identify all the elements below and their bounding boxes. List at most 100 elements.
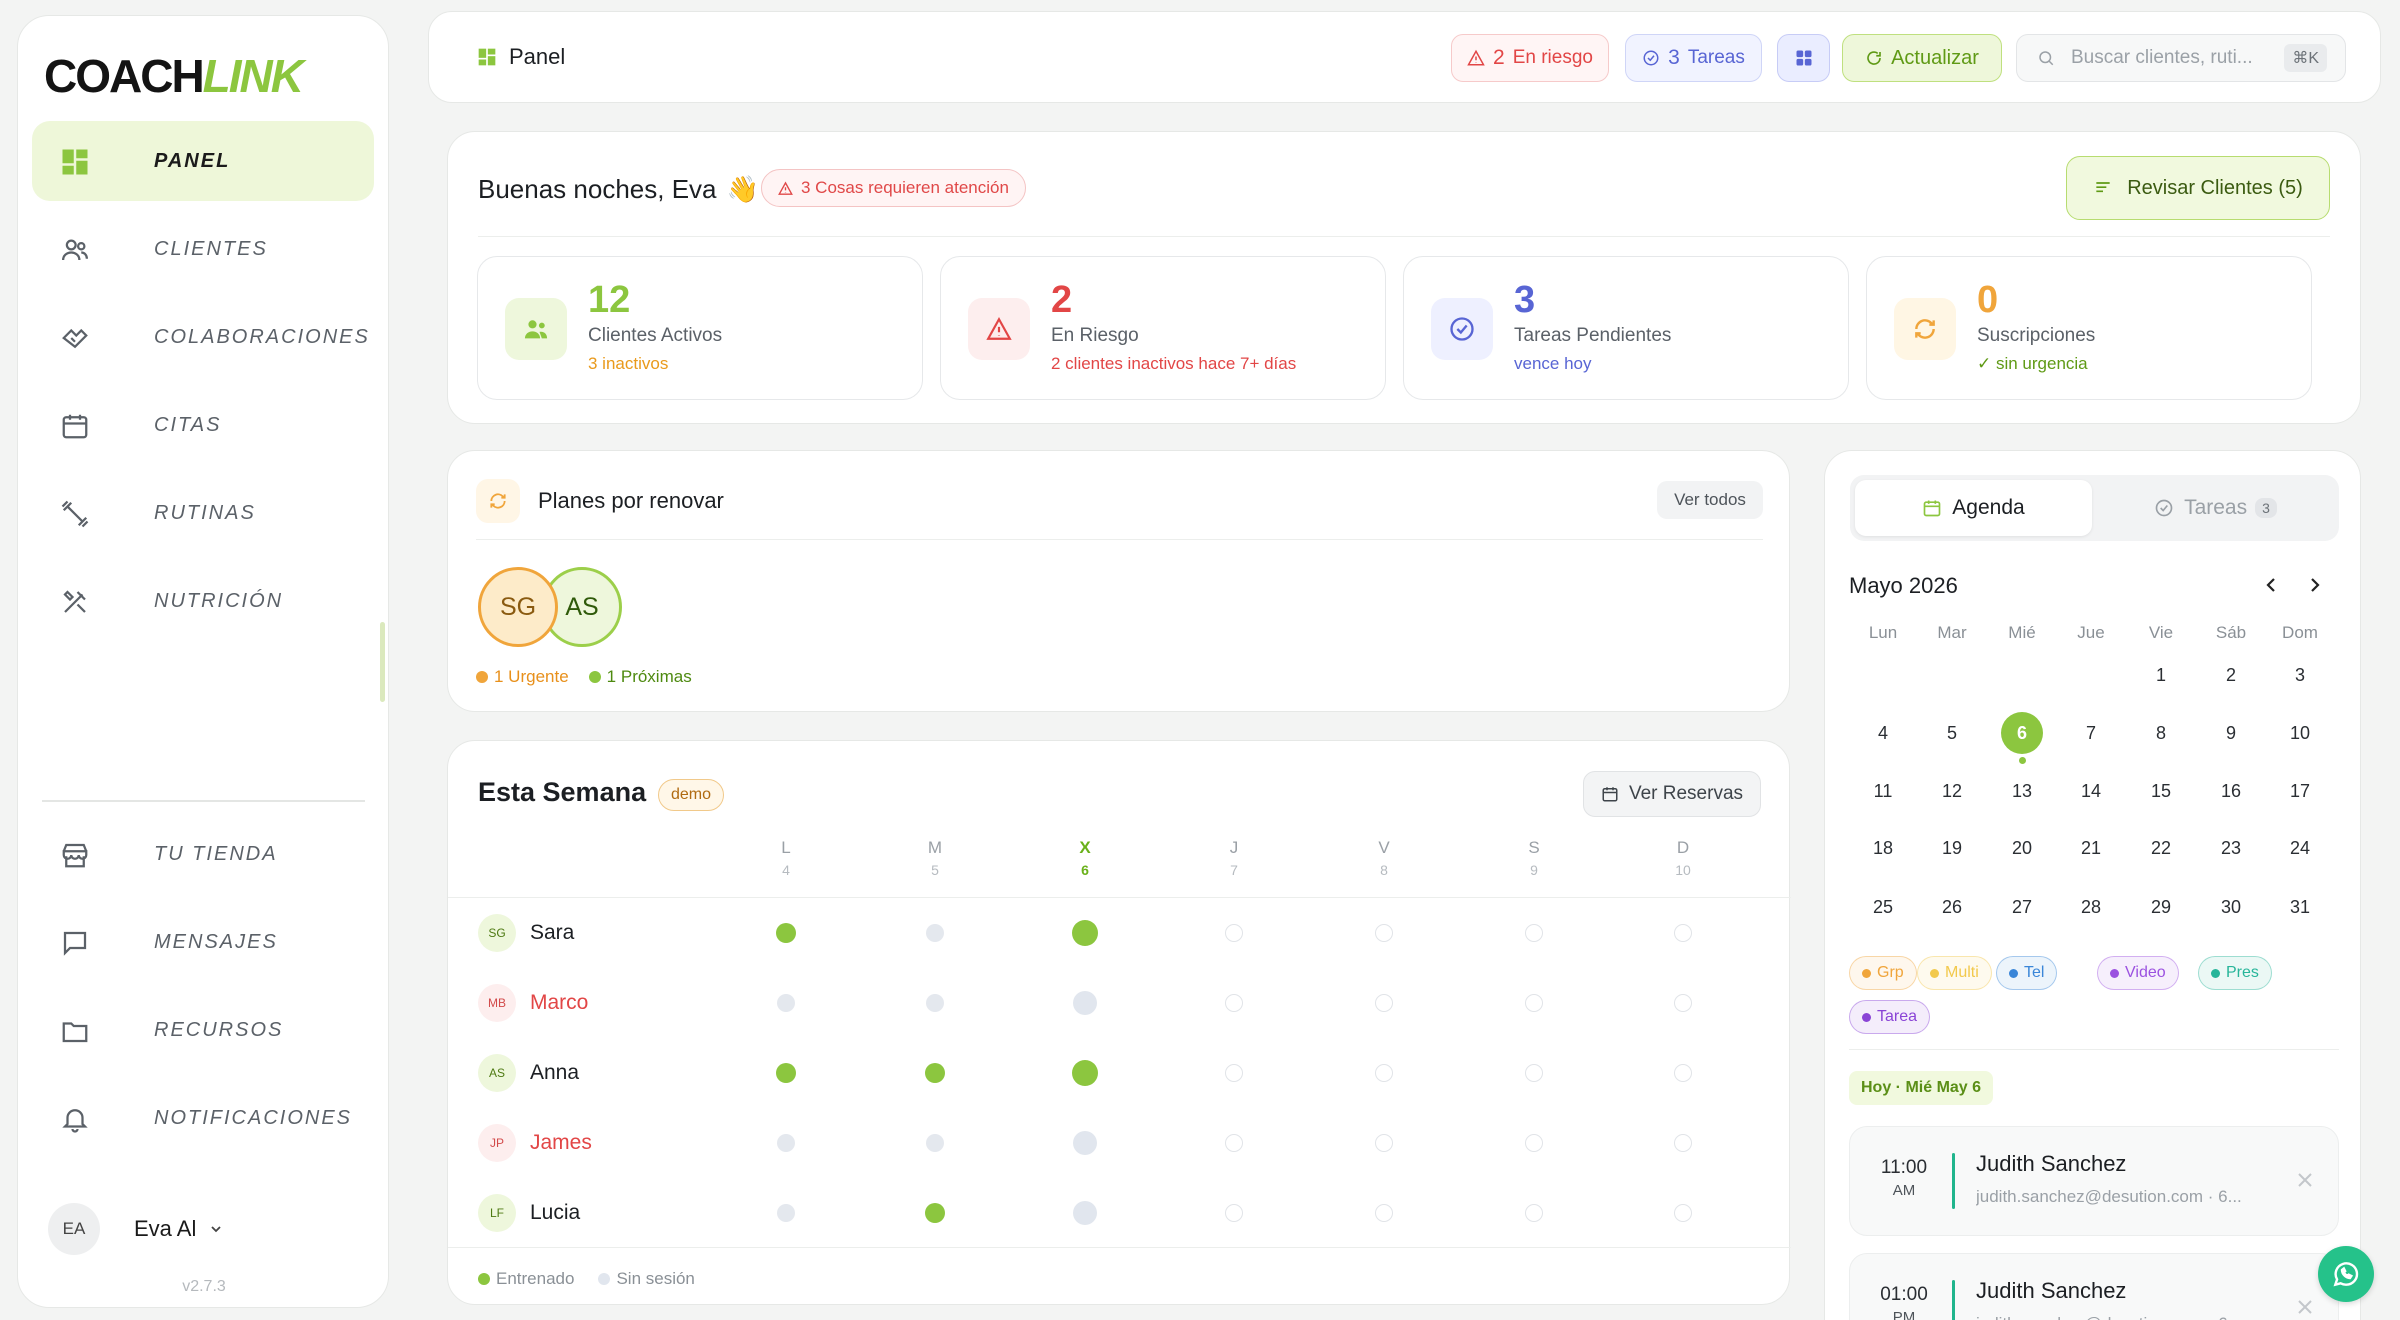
client-name[interactable]: Lucia bbox=[530, 1201, 581, 1224]
sidebar-item-recursos[interactable]: RECURSOS bbox=[32, 990, 374, 1070]
calendar-day[interactable]: 18 bbox=[1872, 837, 1894, 858]
calendar-day[interactable]: 23 bbox=[2220, 837, 2242, 858]
tasks-filter-button[interactable]: 3 Tareas bbox=[1625, 34, 1762, 82]
tab-tasks[interactable]: Tareas 3 bbox=[2097, 480, 2334, 536]
event-type-pill[interactable]: Video bbox=[2097, 956, 2179, 990]
calendar-day[interactable]: 15 bbox=[2150, 780, 2172, 801]
appointment-card[interactable]: 11:00 AM Judith Sanchez judith.sanchez@desu… bbox=[1849, 1126, 2339, 1236]
sidebar-item-tienda[interactable]: TU TIENDA bbox=[32, 814, 374, 894]
calendar-day[interactable]: 25 bbox=[1872, 896, 1894, 917]
grid-view-button[interactable] bbox=[1777, 34, 1830, 82]
session-dot[interactable] bbox=[776, 923, 796, 943]
session-dot[interactable] bbox=[1073, 1131, 1097, 1155]
sidebar-item-rutinas[interactable]: RUTINAS bbox=[32, 473, 374, 553]
calendar-day[interactable]: 17 bbox=[2289, 780, 2311, 801]
table-row[interactable]: AS Anna bbox=[448, 1038, 1791, 1108]
session-dot[interactable] bbox=[1525, 924, 1543, 942]
session-dot[interactable] bbox=[1674, 924, 1692, 942]
calendar-day[interactable]: 4 bbox=[1877, 722, 1888, 743]
calendar-day[interactable]: 19 bbox=[1941, 837, 1963, 858]
client-name[interactable]: James bbox=[530, 1131, 592, 1154]
sidebar-item-notificaciones[interactable]: NOTIFICACIONES bbox=[32, 1078, 374, 1158]
calendar-day[interactable]: 26 bbox=[1941, 896, 1963, 917]
close-icon[interactable] bbox=[2296, 1298, 2314, 1316]
chevron-left-icon[interactable] bbox=[2261, 575, 2281, 595]
calendar-day[interactable]: 1 bbox=[2155, 664, 2166, 685]
table-row[interactable]: SG Sara bbox=[448, 898, 1791, 968]
event-type-pill[interactable]: Tarea bbox=[1849, 1000, 1931, 1034]
session-dot[interactable] bbox=[1674, 1204, 1692, 1222]
session-dot[interactable] bbox=[1073, 991, 1097, 1015]
calendar-day[interactable]: 22 bbox=[2150, 837, 2172, 858]
session-dot[interactable] bbox=[926, 924, 944, 942]
event-type-pill[interactable]: Pres bbox=[2198, 956, 2272, 990]
client-name[interactable]: Sara bbox=[530, 921, 575, 944]
calendar-day[interactable]: 13 bbox=[2011, 780, 2033, 801]
attention-badge[interactable]: 3 Cosas requieren atención bbox=[761, 169, 1026, 207]
session-dot[interactable] bbox=[1375, 924, 1393, 942]
calendar-day[interactable]: 20 bbox=[2011, 837, 2033, 858]
table-row[interactable]: JP James bbox=[448, 1108, 1791, 1178]
session-dot[interactable] bbox=[926, 994, 944, 1012]
session-dot[interactable] bbox=[926, 1134, 944, 1152]
sidebar-item-citas[interactable]: CITAS bbox=[32, 385, 374, 465]
session-dot[interactable] bbox=[1525, 1204, 1543, 1222]
calendar-day[interactable]: 28 bbox=[2080, 896, 2102, 917]
calendar-day[interactable]: 8 bbox=[2155, 722, 2166, 743]
calendar-day[interactable]: 24 bbox=[2289, 837, 2311, 858]
tab-agenda[interactable]: Agenda bbox=[1855, 480, 2092, 536]
view-all-button[interactable]: Ver todos bbox=[1657, 481, 1763, 519]
sidebar-item-clientes[interactable]: CLIENTES bbox=[32, 209, 374, 289]
session-dot[interactable] bbox=[777, 1204, 795, 1222]
session-dot[interactable] bbox=[777, 1134, 795, 1152]
calendar-day[interactable]: 31 bbox=[2289, 896, 2311, 917]
sidebar-scrollbar[interactable] bbox=[380, 622, 385, 702]
calendar-day[interactable]: 27 bbox=[2011, 896, 2033, 917]
event-type-pill[interactable]: Grp bbox=[1849, 956, 1917, 990]
event-type-pill[interactable]: Tel bbox=[1996, 956, 2058, 990]
session-dot[interactable] bbox=[1375, 1204, 1393, 1222]
stat-card-active-clients[interactable]: 12 Clientes Activos 3 inactivos bbox=[477, 256, 923, 400]
session-dot[interactable] bbox=[1525, 1134, 1543, 1152]
stat-card-pending-tasks[interactable]: 3 Tareas Pendientes vence hoy bbox=[1403, 256, 1849, 400]
table-row[interactable]: MB Marco bbox=[448, 968, 1791, 1038]
session-dot[interactable] bbox=[1225, 1204, 1243, 1222]
session-dot[interactable] bbox=[1375, 1064, 1393, 1082]
session-dot[interactable] bbox=[1072, 920, 1098, 946]
whatsapp-button[interactable] bbox=[2318, 1246, 2374, 1302]
calendar-day[interactable]: 9 bbox=[2225, 722, 2236, 743]
session-dot[interactable] bbox=[1375, 994, 1393, 1012]
calendar-day[interactable]: 2 bbox=[2225, 664, 2236, 685]
avatar[interactable]: SG bbox=[478, 567, 558, 647]
event-type-pill[interactable]: Multi bbox=[1917, 956, 1992, 990]
session-dot[interactable] bbox=[1674, 994, 1692, 1012]
sidebar-item-panel[interactable]: PANEL bbox=[32, 121, 374, 201]
calendar-day[interactable]: 6 bbox=[2001, 712, 2043, 754]
session-dot[interactable] bbox=[776, 1063, 796, 1083]
session-dot[interactable] bbox=[925, 1063, 945, 1083]
session-dot[interactable] bbox=[1674, 1134, 1692, 1152]
session-dot[interactable] bbox=[777, 994, 795, 1012]
calendar-day[interactable]: 3 bbox=[2294, 664, 2305, 685]
refresh-button[interactable]: Actualizar bbox=[1842, 34, 2002, 82]
calendar-day[interactable]: 16 bbox=[2220, 780, 2242, 801]
close-icon[interactable] bbox=[2296, 1171, 2314, 1189]
review-clients-button[interactable]: Revisar Clientes (5) bbox=[2066, 156, 2330, 220]
risk-filter-button[interactable]: 2 En riesgo bbox=[1451, 34, 1609, 82]
session-dot[interactable] bbox=[1225, 1064, 1243, 1082]
calendar-day[interactable]: 29 bbox=[2150, 896, 2172, 917]
client-name[interactable]: Marco bbox=[530, 991, 589, 1014]
session-dot[interactable] bbox=[1375, 1134, 1393, 1152]
calendar-day[interactable]: 10 bbox=[2289, 722, 2311, 743]
session-dot[interactable] bbox=[1674, 1064, 1692, 1082]
sidebar-item-nutricion[interactable]: NUTRICIÓN bbox=[32, 561, 374, 641]
session-dot[interactable] bbox=[1225, 924, 1243, 942]
table-row[interactable]: LF Lucia bbox=[448, 1178, 1791, 1248]
view-bookings-button[interactable]: Ver Reservas bbox=[1583, 771, 1761, 817]
calendar-day[interactable]: 14 bbox=[2080, 780, 2102, 801]
calendar-day[interactable]: 5 bbox=[1946, 722, 1957, 743]
session-dot[interactable] bbox=[1072, 1060, 1098, 1086]
calendar-day[interactable]: 30 bbox=[2220, 896, 2242, 917]
sidebar-item-colaboraciones[interactable]: COLABORACIONES bbox=[32, 297, 374, 377]
client-name[interactable]: Anna bbox=[530, 1061, 580, 1084]
